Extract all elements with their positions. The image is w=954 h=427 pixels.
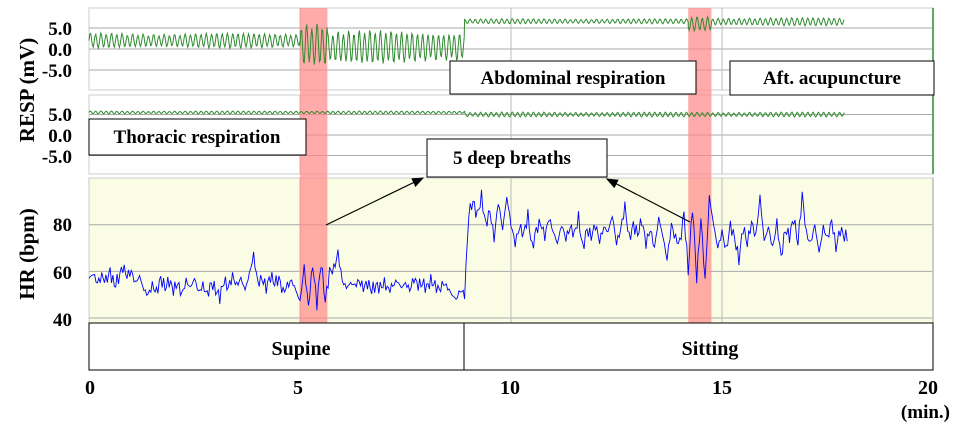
heart-rate-trace bbox=[88, 189, 848, 311]
resp2-tick: -5.0 bbox=[42, 147, 72, 168]
resp1-tick: 5.0 bbox=[48, 19, 72, 40]
deep-breaths-label: 5 deep breaths bbox=[453, 148, 571, 169]
resp-axis-title: RESP (mV) bbox=[15, 38, 39, 142]
arrow-deep-breaths-2 bbox=[605, 178, 691, 223]
condition-sitting bbox=[463, 322, 934, 371]
resp1-tick: 0.0 bbox=[48, 40, 72, 61]
thoracic-resp-trace bbox=[88, 110, 845, 118]
deep-breaths-box bbox=[426, 138, 608, 178]
condition-sitting-label: Sitting bbox=[682, 338, 739, 360]
condition-supine-label: Supine bbox=[272, 338, 331, 360]
thoracic-label: Thoracic respiration bbox=[114, 127, 281, 148]
abdominal-label-box bbox=[449, 60, 697, 95]
resp2-tick: 0.0 bbox=[48, 126, 72, 147]
after-acupuncture-box bbox=[729, 60, 935, 96]
thoracic-label-box bbox=[88, 118, 307, 156]
abdominal-resp-trace bbox=[88, 14, 845, 65]
x-tick: 5 bbox=[293, 377, 303, 399]
x-tick: 0 bbox=[85, 377, 95, 399]
x-tick: 20 bbox=[918, 377, 938, 399]
arrow-deep-breaths-1 bbox=[325, 177, 425, 226]
x-axis-unit: (min.) bbox=[901, 402, 950, 423]
abdominal-label: Abdominal respiration bbox=[481, 68, 666, 89]
hr-axis-title: HR (bpm) bbox=[15, 208, 39, 300]
hr-tick: 40 bbox=[53, 310, 72, 331]
resp1-tick: -5.0 bbox=[42, 61, 72, 82]
resp2-tick: 5.0 bbox=[48, 105, 72, 126]
x-tick: 15 bbox=[712, 377, 732, 399]
hr-tick: 60 bbox=[53, 263, 72, 284]
after-acupuncture-label: Aft. acupuncture bbox=[763, 68, 901, 89]
condition-supine bbox=[88, 322, 465, 371]
x-tick: 10 bbox=[500, 377, 520, 399]
deep-breath-band bbox=[688, 8, 712, 323]
hr-tick: 80 bbox=[53, 215, 72, 236]
